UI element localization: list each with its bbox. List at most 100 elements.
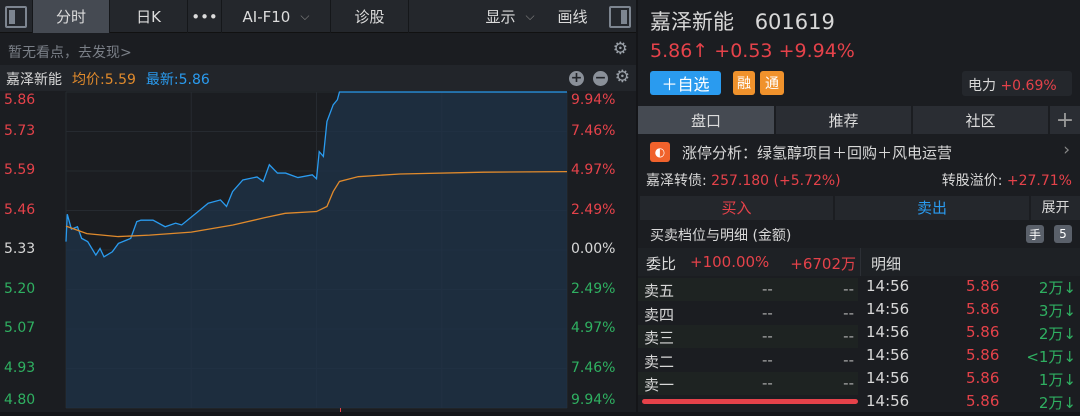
y-tick-price: 4.93 [4,359,36,376]
weibi-label: 委比 [646,255,677,273]
depth-five-button[interactable]: 5 [1054,225,1072,243]
gear-icon[interactable]: ⚙ [612,39,628,59]
trade-price: 5.86 [966,392,1000,410]
y-tick-price: 5.07 [4,320,36,336]
diagnose-button[interactable]: 诊股 [331,0,409,33]
avg-price: 均价:5.59 [72,72,136,88]
sector-tag[interactable]: 电力 +0.69% [962,71,1072,96]
section-header: 买卖档位与明细 (金额) 手 5 [638,222,1080,246]
panel-left-icon [5,5,27,28]
add-watchlist-button[interactable]: ＋自选 [650,71,721,95]
zoom-in-icon[interactable]: + [569,70,584,86]
detail-row: 14:56 5.86 2万↓ [860,322,1080,344]
stock-name: 嘉泽新能 [6,72,62,88]
gear-icon[interactable]: ⚙ [614,67,630,87]
ai-f10-label: AI-F10 [242,7,291,26]
limit-up-analysis[interactable]: ◐ 涨停分析：绿氢醇项目＋回购＋风电运营 › [638,137,1080,166]
stock-code: 601619 [754,10,835,34]
y-tick-price: 5.59 [4,162,36,178]
trade-volume: 1万↓ [1038,371,1076,389]
ask-row[interactable]: 卖四 -- -- [638,301,858,325]
trade-time: 14:56 [866,323,910,341]
analysis-icon: ◐ [650,142,670,162]
y-tick-pct: 4.97% [571,320,616,336]
trade-volume: 2万↓ [1038,325,1076,343]
chart-legend: 嘉泽新能 均价:5.59 最新:5.86 + − ⚙ [0,65,636,91]
collapse-left-button[interactable] [0,0,33,33]
trade-time: 14:56 [866,369,910,387]
ratio-bar [642,399,858,404]
convertible-bond-row[interactable]: 嘉泽转债: 257.180 (+5.72%) 转股溢价: +27.71% [638,170,1080,194]
detail-row: 14:56 5.86 <1万↓ [860,345,1080,367]
sector-pct: +0.69% [1000,78,1057,94]
tab-recommend[interactable]: 推荐 [776,106,911,134]
y-tick-price: 5.86 [4,92,36,108]
intraday-chart[interactable]: 5.86 9.94% 5.73 7.46% 5.59 4.97% 5.46 2.49% 5.33… [0,91,636,412]
trade-price: 5.86 [966,369,1000,387]
unit-hand-button[interactable]: 手 [1026,225,1044,243]
ask-level: 卖四 [644,305,675,324]
y-tick-pct: 7.46% [571,122,616,139]
chevron-down-icon: ⌵ [300,9,310,23]
ask-volume: -- [843,350,854,369]
ask-volume: -- [843,303,854,322]
margin-badge[interactable]: 融 [733,71,755,95]
trade-volume: 2万↓ [1038,279,1076,297]
y-tick-pct: 2.49% [571,201,616,218]
ask-volume: -- [843,327,854,345]
draw-line-button[interactable]: 画线 [557,8,588,26]
sector-name: 电力 [968,78,996,94]
ask-row[interactable]: 卖五 -- -- [638,278,858,301]
y-tick-price: 4.80 [4,392,36,408]
y-tick-pct: 2.49% [571,280,616,297]
price-change-pct: +9.94% [778,40,855,62]
tab-daily-k[interactable]: 日K [110,0,188,33]
ask-row[interactable]: 卖二 -- -- [638,348,858,372]
chevron-right-icon: › [1063,140,1070,160]
y-tick-pct: 7.46% [571,359,616,376]
y-tick-price: 5.73 [4,122,36,139]
trade-price: 5.86 [966,346,1000,364]
trade-time: 14:56 [866,392,910,410]
chevron-down-icon: ⌵ [525,9,535,23]
tab-community[interactable]: 社区 [913,106,1048,134]
add-tab-button[interactable]: + [1050,106,1080,134]
ask-volume: -- [843,374,854,392]
latest-price: 最新:5.86 [145,72,210,88]
collapse-right-button[interactable] [603,0,636,33]
detail-row: 14:56 5.86 2万↓ [860,391,1080,413]
zoom-out-icon[interactable]: − [593,70,608,86]
highlights-tip[interactable]: 暂无看点，去发现> ⚙ [0,34,636,64]
ask-level: 卖一 [644,376,675,394]
ask-price: -- [762,374,773,392]
tab-intraday[interactable]: 分时 [33,0,110,33]
y-tick-price: 5.20 [4,280,36,297]
sell-button[interactable]: 卖出 [835,196,1029,220]
y-tick-pct: 4.97% [571,162,616,178]
price-area [66,92,567,408]
tab-orderbook[interactable]: 盘口 [638,106,774,134]
bond-value: 257.180 (+5.72%) [711,173,841,189]
ai-f10-dropdown[interactable]: AI-F10 ⌵ [222,0,331,33]
display-dropdown[interactable]: 显示 ⌵ [475,0,545,33]
y-tick-price: 5.46 [4,201,36,218]
toolbar: 分时 日K ••• AI-F10 ⌵ 诊股 显示 ⌵ 画线 [0,0,636,33]
trade-price: 5.86 [966,300,1000,318]
trade-time: 14:56 [866,346,910,364]
trade-price: 5.86 [966,323,1000,341]
expand-button[interactable]: 展开 [1031,196,1080,220]
bond-label: 嘉泽转债: [646,173,707,189]
weibi-amount: +6702万 [790,255,856,273]
ask-row[interactable]: 卖一 -- -- [638,372,858,395]
buy-button[interactable]: 买入 [640,196,833,220]
y-tick-pct: 0.00% [571,241,616,257]
connect-badge[interactable]: 通 [760,71,784,95]
price-line [65,91,567,258]
current-price: 5.86↑ [650,40,709,62]
quote-panel: 嘉泽新能 601619 5.86↑ +0.53 +9.94% ＋自选 融 通 电… [638,0,1080,412]
detail-header: 明细 [860,248,1080,276]
more-button[interactable]: ••• [188,0,222,33]
chart-panel: 分时 日K ••• AI-F10 ⌵ 诊股 显示 ⌵ 画线 暂无看点，去发现> ⚙ 嘉… [0,0,636,412]
ask-row[interactable]: 卖三 -- -- [638,325,858,348]
ask-price: -- [762,280,773,298]
